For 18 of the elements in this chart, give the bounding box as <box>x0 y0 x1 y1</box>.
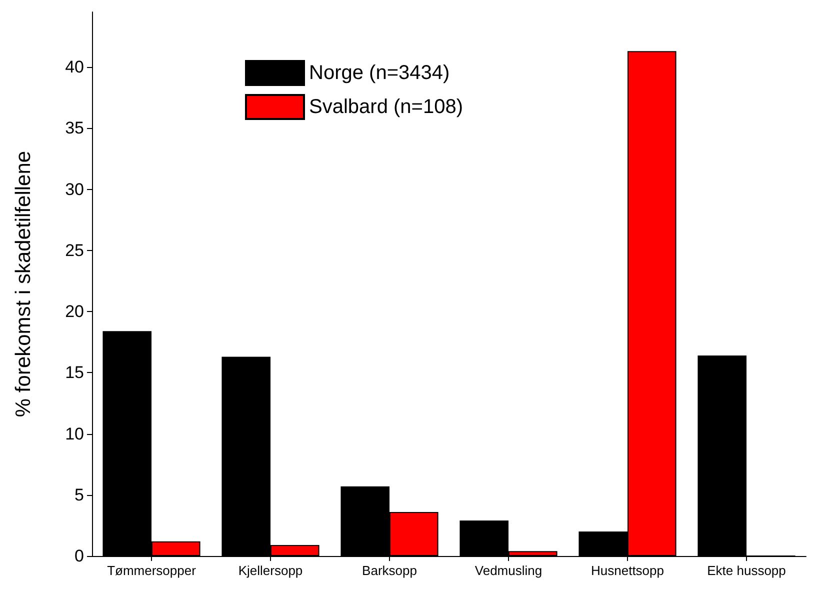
x-tick-label: Husnettsopp <box>591 563 664 578</box>
y-tick-label: 25 <box>65 240 84 260</box>
y-tick-label: 15 <box>65 363 84 382</box>
x-tick-label: Kjellersopp <box>238 563 303 578</box>
legend-label: Norge (n=3434) <box>309 62 450 84</box>
y-tick-label: 10 <box>65 424 84 444</box>
y-tick-label: 0 <box>74 546 84 566</box>
x-tick-label: Ekte hussopp <box>707 563 786 578</box>
y-tick-label: 30 <box>65 180 84 199</box>
y-tick-label: 20 <box>65 302 84 322</box>
y-tick-label: 35 <box>65 118 84 138</box>
x-tick-label: Barksopp <box>362 563 417 578</box>
x-tick-label: Vedmusling <box>474 563 542 578</box>
y-tick-label: 40 <box>65 58 84 77</box>
y-tick-label: 5 <box>74 485 84 504</box>
legend-label: Svalbard (n=108) <box>309 96 463 118</box>
y-axis-title: % forekomst i skadetilfellene <box>12 150 35 418</box>
x-tick-label: Tømmersopper <box>107 563 197 578</box>
